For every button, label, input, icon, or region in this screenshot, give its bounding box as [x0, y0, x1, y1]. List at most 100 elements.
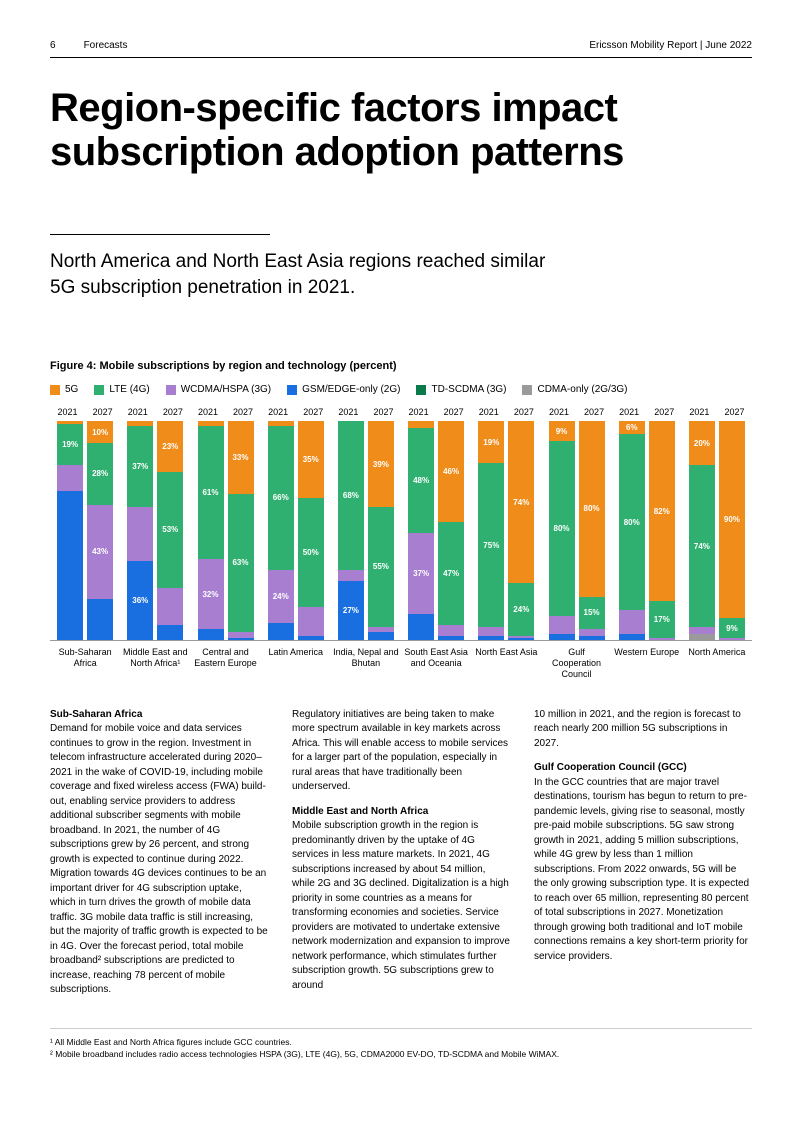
year-label: 2027: [303, 407, 323, 417]
segment-label: 80%: [554, 524, 570, 533]
bar-segment: 80%: [619, 434, 645, 609]
segment-label: 24%: [273, 592, 289, 601]
legend-label: 5G: [65, 384, 78, 395]
segment-label: 48%: [413, 476, 429, 485]
bar-segment: 50%: [298, 498, 324, 608]
segment-label: 24%: [513, 605, 529, 614]
bar-segment: 9%: [719, 618, 745, 638]
bar-segment: [57, 465, 83, 491]
bar-segment: 23%: [157, 421, 183, 471]
segment-label: 9%: [556, 427, 568, 436]
legend-swatch: [50, 385, 60, 395]
bar-segment: [619, 610, 645, 634]
legend-swatch: [94, 385, 104, 395]
bar-segment: 20%: [689, 421, 715, 465]
year-header-group: 20212027: [471, 407, 541, 417]
stacked-bar: 23% 53%: [157, 421, 183, 640]
stacked-bar: 19%: [57, 421, 83, 640]
year-header-group: 20212027: [612, 407, 682, 417]
region-bar-group: 20% 74% 90%9%: [682, 421, 752, 640]
body-paragraph: Mobile subscription growth in the region…: [292, 820, 510, 991]
segment-label: 80%: [584, 504, 600, 513]
bar-segment: [228, 638, 254, 640]
legend-swatch: [287, 385, 297, 395]
page-title: Region-specific factors impact subscript…: [50, 86, 752, 174]
bar-segment: [408, 614, 434, 640]
bar-segment: 90%: [719, 421, 745, 618]
bar-segment: [478, 627, 504, 636]
bar-segment: 63%: [228, 494, 254, 632]
bar-segment: [549, 634, 575, 641]
stacked-bar: 90%9%: [719, 421, 745, 640]
segment-label: 74%: [694, 542, 710, 551]
segment-label: 35%: [303, 455, 319, 464]
stacked-bar: 33%63%: [228, 421, 254, 640]
bar-segment: 24%: [508, 583, 534, 636]
bar-segment: 6%: [619, 421, 645, 434]
legend-item: CDMA-only (2G/3G): [522, 384, 627, 395]
region-label: Middle East and North Africa¹: [120, 647, 190, 679]
segment-label: 74%: [513, 498, 529, 507]
stacked-bar: 74% 24%: [508, 421, 534, 640]
bar-segment: 68%: [338, 421, 364, 570]
stacked-bar-chart: 2021202720212027202120272021202720212027…: [50, 407, 752, 679]
region-bar-group: 6%80%82%17%: [612, 421, 682, 640]
segment-label: 23%: [162, 442, 178, 451]
body-paragraph: Regulatory initiatives are being taken t…: [292, 708, 510, 795]
stacked-bar: 37%36%: [127, 421, 153, 640]
year-label: 2027: [373, 407, 393, 417]
footnote: ¹ All Middle East and North Africa figur…: [50, 1037, 752, 1049]
year-label: 2021: [58, 407, 78, 417]
bar-segment: 37%: [127, 426, 153, 507]
segment-label: 50%: [303, 548, 319, 557]
region-label: Latin America: [261, 647, 331, 679]
region-label: North East Asia: [471, 647, 541, 679]
bar-segment: 80%: [549, 441, 575, 616]
bar-segment: [508, 638, 534, 640]
stacked-bar: 82%17%: [649, 421, 675, 640]
bar-segment: 74%: [689, 465, 715, 627]
bar-segment: [127, 507, 153, 562]
year-label: 2021: [268, 407, 288, 417]
bar-segment: 24%: [268, 570, 294, 623]
segment-label: 20%: [694, 439, 710, 448]
stacked-bar: 80% 15%: [579, 421, 605, 640]
bar-segment: [368, 632, 394, 641]
region-label: North America: [682, 647, 752, 679]
stacked-bar: 35% 50%: [298, 421, 324, 640]
region-bar-group: 68%27%39%55%: [331, 421, 401, 640]
section-heading: Middle East and North Africa: [292, 806, 428, 817]
bar-segment: 9%: [549, 421, 575, 441]
bar-segment: [57, 491, 83, 640]
bar-segment: [157, 588, 183, 625]
divider: [50, 234, 270, 235]
region-label: Gulf Cooperation Council: [541, 647, 611, 679]
legend-swatch: [166, 385, 176, 395]
bar-segment: 75%: [478, 463, 504, 627]
page-number: 6: [50, 40, 56, 51]
year-header-group: 2021 2027: [261, 407, 331, 417]
segment-label: 19%: [62, 440, 78, 449]
segment-label: 39%: [373, 460, 389, 469]
bar-segment: 46%: [438, 421, 464, 522]
legend-swatch: [522, 385, 532, 395]
legend-label: LTE (4G): [109, 384, 149, 395]
segment-label: 10%: [92, 428, 108, 437]
year-label: 2027: [444, 407, 464, 417]
region-bar-group: 66%24%35%50%: [261, 421, 331, 640]
bar-segment: 53%: [157, 472, 183, 588]
year-header-group: 20212027: [50, 407, 120, 417]
stacked-bar: 10%28%43%: [87, 421, 113, 640]
year-header-group: 20212027: [331, 407, 401, 417]
bar-segment: 37%: [408, 533, 434, 614]
region-label: Sub-Saharan Africa: [50, 647, 120, 679]
segment-label: 75%: [483, 541, 499, 550]
stacked-bar: 39%55%: [368, 421, 394, 640]
legend-label: GSM/EDGE-only (2G): [302, 384, 400, 395]
footnote: ² Mobile broadband includes radio access…: [50, 1049, 752, 1061]
segment-label: 15%: [584, 608, 600, 617]
segment-label: 17%: [654, 615, 670, 624]
bar-segment: 28%: [87, 443, 113, 504]
legend-label: WCDMA/HSPA (3G): [181, 384, 271, 395]
legend-label: TD-SCDMA (3G): [431, 384, 506, 395]
